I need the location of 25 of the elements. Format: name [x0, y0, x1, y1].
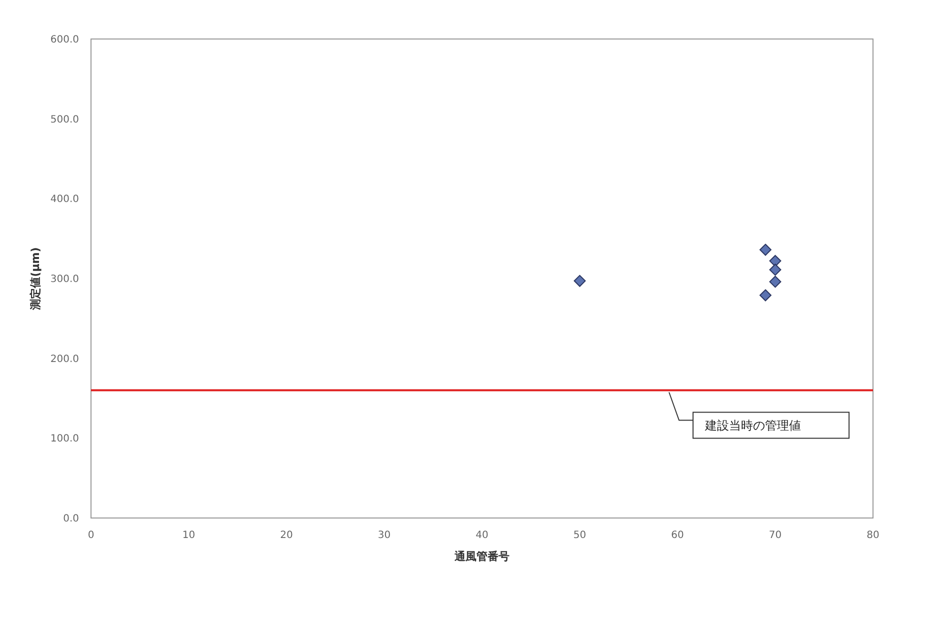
x-tick-label: 50 — [573, 530, 586, 541]
point — [769, 264, 782, 276]
y-tick-label: 100.0 — [50, 434, 79, 445]
y-tick-label: 300.0 — [50, 274, 79, 285]
x-tick-label: 0 — [88, 530, 94, 541]
x-tick-label: 70 — [768, 530, 782, 541]
y-tick-label: 500.0 — [50, 114, 79, 126]
x-tick-label: 80 — [866, 530, 880, 541]
x-tick-label: 40 — [476, 530, 488, 541]
ref-line-label: 建設当時の管理値 — [704, 418, 802, 432]
y-tick-label: 200.0 — [50, 354, 79, 365]
x-tick-label: 20 — [280, 530, 293, 541]
x-axis-title: 通風管番号 — [454, 550, 510, 563]
x-tick-label: 60 — [671, 530, 684, 541]
point — [769, 254, 782, 267]
x-tick-label: 10 — [182, 530, 196, 541]
point — [574, 274, 586, 287]
point — [769, 276, 782, 288]
y-tick-label: 0.0 — [63, 514, 79, 524]
y-axis-title: 測定値(μm) — [29, 247, 42, 311]
x-tick-label: 30 — [378, 530, 391, 541]
y-tick-label: 400.0 — [50, 194, 79, 206]
y-tick-label: 600.0 — [50, 34, 79, 46]
point — [760, 244, 772, 256]
point — [760, 289, 772, 302]
